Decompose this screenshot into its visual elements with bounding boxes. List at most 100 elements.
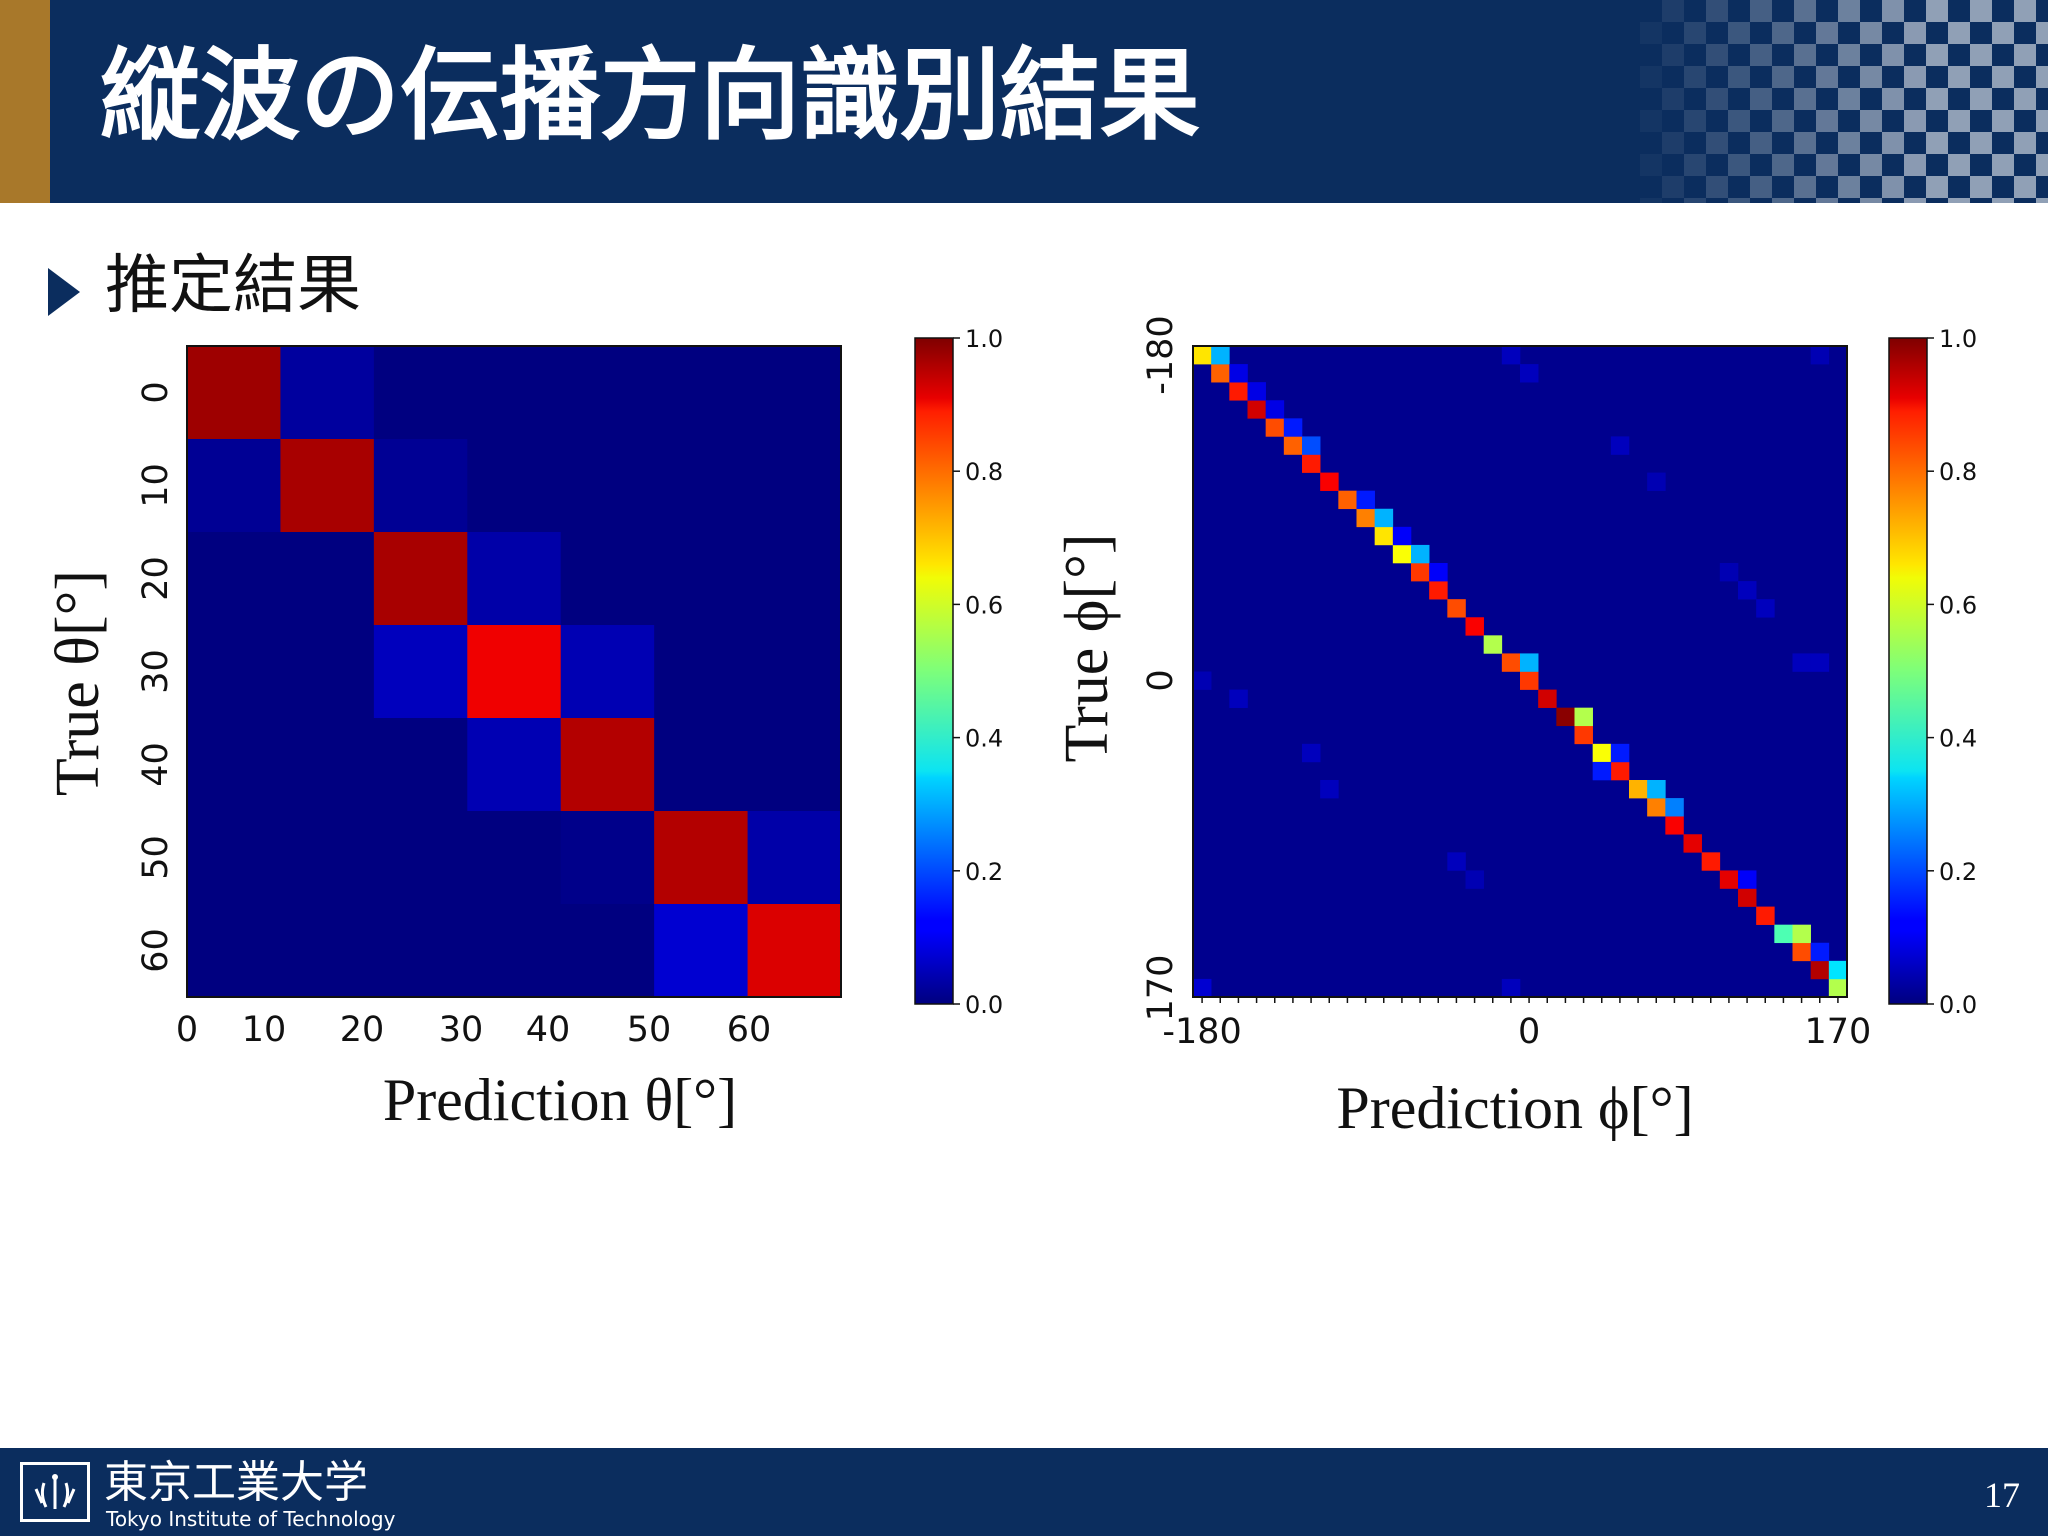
heatmap-cell <box>1429 563 1448 582</box>
heatmap-cell <box>1501 653 1521 672</box>
y-tick-label: 60 <box>136 928 176 973</box>
checker-square <box>2014 44 2036 66</box>
theta-heatmap-cells <box>187 346 842 998</box>
checker-square <box>1926 176 1948 198</box>
heatmap-cell <box>1556 707 1575 727</box>
checker-square <box>1706 132 1728 154</box>
colorbar-tick-label: 0.4 <box>1939 725 1977 753</box>
bullet-triangle-icon <box>48 268 80 316</box>
checker-square <box>1882 88 1904 110</box>
y-tick-label: 40 <box>136 742 176 787</box>
heatmap-cell <box>187 532 281 626</box>
heatmap-cell <box>1411 563 1430 582</box>
heatmap-cell <box>1265 418 1285 437</box>
checker-square <box>1706 88 1728 110</box>
heatmap-cell <box>1392 526 1412 546</box>
heatmap-cell <box>1738 870 1757 889</box>
checker-square <box>1860 154 1882 176</box>
heatmap-cell <box>467 811 562 905</box>
checker-square <box>1948 198 1970 203</box>
heatmap-cell <box>280 439 375 533</box>
checker-square <box>1948 110 1970 132</box>
checker-square <box>1640 22 1662 44</box>
y-tick-label: 10 <box>136 463 176 508</box>
heatmap-cell <box>1774 924 1793 944</box>
phi-colorbar-ticks: 0.0 0.2 0.4 0.6 0.8 1.0 <box>1927 325 1977 1019</box>
phi-plot-frame <box>1192 345 1848 998</box>
heatmap-cell <box>1465 870 1484 889</box>
heatmap-cell <box>560 346 655 440</box>
heatmap-cell <box>1211 364 1230 383</box>
heatmap-cell <box>1719 870 1739 889</box>
heatmap-cell <box>280 718 375 812</box>
heatmap-cell <box>1302 436 1321 455</box>
heatmap-cell <box>747 811 842 905</box>
checker-square <box>1992 110 2014 132</box>
heatmap-cell <box>1701 852 1721 871</box>
heatmap-cell <box>467 346 562 440</box>
checker-square <box>1992 154 2014 176</box>
checker-square <box>2036 198 2048 203</box>
colorbar-tick-label: 0.2 <box>965 858 1003 886</box>
checker-square <box>1662 88 1684 110</box>
checker-square <box>1970 0 1992 22</box>
checker-square <box>2014 88 2036 110</box>
theta-colorbar-ticks: 0.0 0.2 0.4 0.6 0.8 1.0 <box>953 325 1003 1019</box>
heatmap-cell <box>1756 599 1775 618</box>
y-tick-label: 170 <box>1141 955 1181 1022</box>
heatmap-cell <box>1792 653 1811 672</box>
bullet-text: 推定結果 <box>105 249 361 323</box>
checker-square <box>1992 22 2014 44</box>
checker-square <box>1728 22 1750 44</box>
checker-square <box>1860 66 1882 88</box>
page-number: 17 <box>1984 1475 2020 1515</box>
checker-square <box>1640 66 1662 88</box>
heatmap-cell <box>1447 599 1466 618</box>
heatmap-cell <box>187 811 281 905</box>
checker-square <box>1728 198 1750 203</box>
heatmap-cell <box>1828 960 1848 980</box>
phi-confusion-matrix: -180 0 170 -180 0 170 Prediction ϕ[°] True ϕ… <box>1053 315 1977 1141</box>
theta-plot-frame <box>186 345 842 998</box>
checker-square <box>1926 44 1948 66</box>
theta-y-ticks: 0 10 20 30 40 50 60 <box>136 381 176 972</box>
heatmap-cell <box>1810 942 1830 962</box>
heatmap-cell <box>373 904 468 998</box>
checker-square <box>2014 176 2036 198</box>
checker-pattern-decoration <box>1640 0 2048 203</box>
slide-footer: 東京工業大学 Tokyo Institute of Technology 17 <box>0 1448 2048 1536</box>
heatmap-cell <box>1738 581 1757 600</box>
heatmap-cell <box>560 532 655 626</box>
heatmap-cell <box>654 811 749 905</box>
checker-square <box>1926 132 1948 154</box>
x-tick-label: 30 <box>439 1010 484 1050</box>
heatmap-cell <box>467 718 562 812</box>
checker-square <box>1728 110 1750 132</box>
x-tick-label: 170 <box>1805 1012 1872 1052</box>
checker-square <box>1706 176 1728 198</box>
heatmap-cell <box>1483 635 1503 654</box>
checker-square <box>1904 66 1926 88</box>
checker-square <box>1794 0 1816 22</box>
checker-square <box>2036 110 2048 132</box>
x-tick-label: 40 <box>526 1010 571 1050</box>
checker-square <box>1662 176 1684 198</box>
heatmap-cell <box>654 532 749 626</box>
checker-square <box>1794 88 1816 110</box>
heatmap-cell <box>1574 707 1593 727</box>
checker-square <box>1882 132 1904 154</box>
checker-square <box>1640 198 1662 203</box>
heatmap-cell <box>187 625 281 719</box>
heatmap-cell <box>1610 761 1630 781</box>
heatmap-cell <box>187 718 281 812</box>
colorbar-tick-label: 0.6 <box>965 591 1003 619</box>
heatmap-cell <box>1429 581 1448 600</box>
checker-square <box>1684 66 1706 88</box>
heatmap-cell <box>1356 508 1375 528</box>
heatmap-cell <box>280 811 375 905</box>
heatmap-cell <box>1211 346 1230 365</box>
heatmap-cell <box>373 346 468 440</box>
heatmap-cell <box>1629 780 1648 799</box>
heatmap-cell <box>1265 400 1285 419</box>
heatmap-cell <box>1283 436 1303 455</box>
